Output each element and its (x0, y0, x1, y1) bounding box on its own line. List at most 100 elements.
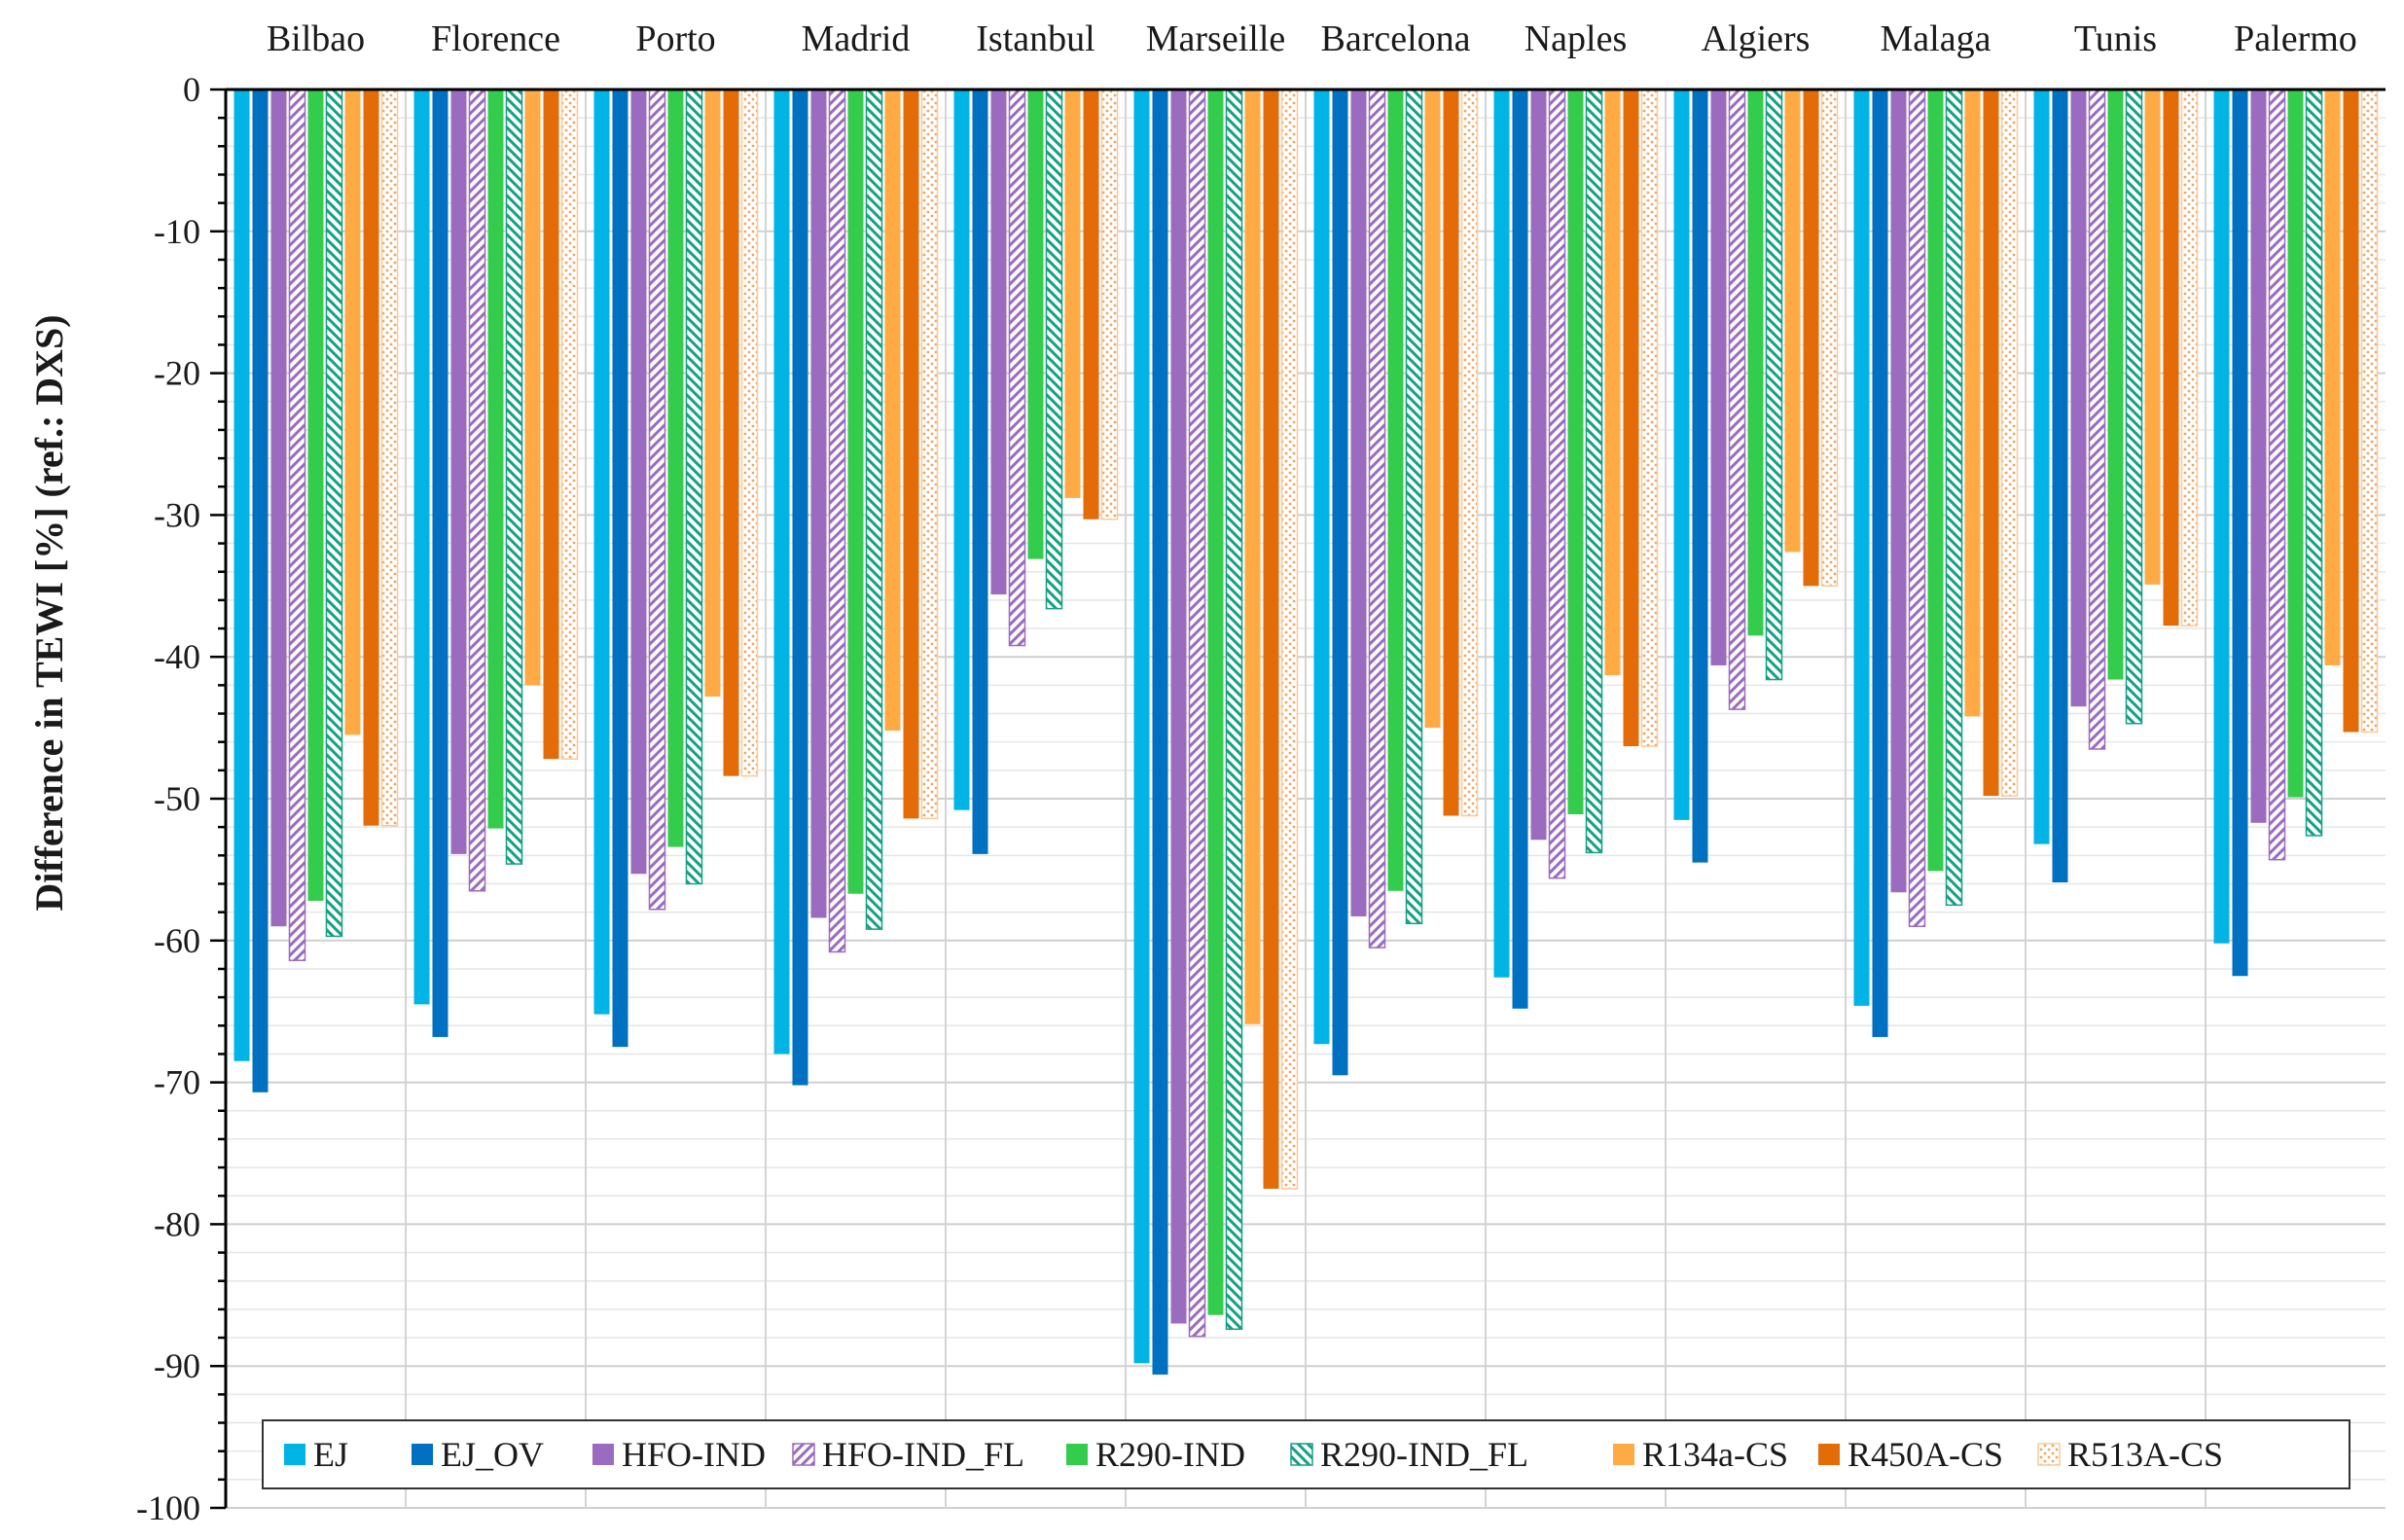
legend-swatch (592, 1444, 614, 1465)
legend-label: EJ_OV (441, 1435, 544, 1474)
bar-ej-ov-bilbao (252, 90, 269, 1092)
bar-r513a-cs-tunis (2180, 89, 2199, 627)
bar-r513a-cs-marseille (1280, 89, 1299, 1190)
bar-r450a-cs-florence (543, 90, 559, 760)
category-label: Marseille (1146, 18, 1286, 59)
y-tick-label: -90 (154, 1346, 200, 1385)
bar-r513a-cs-istanbul (1100, 89, 1119, 520)
bar-hfo-ind-tunis (2070, 90, 2087, 707)
category-label: Madrid (802, 18, 911, 59)
bar-ej-ov-tunis (2052, 90, 2068, 883)
y-tick-label: -10 (154, 212, 200, 251)
bar-r290-ind-palermo (2287, 90, 2304, 798)
bar-ej-ov-florence (432, 90, 449, 1037)
bar-r450a-cs-marseille (1263, 90, 1279, 1189)
bar-hfo-ind-fl-naples (1548, 89, 1566, 879)
bar-r290-ind-fl-naples (1585, 89, 1603, 854)
bar-ej-florence (413, 90, 430, 1005)
bar-r134a-cs-malaga (1964, 90, 1981, 717)
bar-r290-ind-fl-algiers (1765, 89, 1783, 681)
bar-r290-ind-madrid (847, 90, 864, 894)
bar-ej-ov-marseille (1152, 90, 1168, 1375)
bar-hfo-ind-istanbul (990, 90, 1007, 595)
bar-r134a-cs-marseille (1244, 90, 1261, 1024)
bar-hfo-ind-fl-algiers (1728, 89, 1746, 710)
legend-label: R513A-CS (2067, 1435, 2223, 1474)
y-tick-label: -30 (154, 495, 200, 534)
category-label: Tunis (2074, 18, 2157, 59)
bar-r450a-cs-malaga (1983, 90, 1999, 797)
legend-label: R290-IND (1095, 1435, 1245, 1474)
bar-ej-marseille (1133, 90, 1150, 1364)
category-label: Bilbao (267, 18, 365, 59)
bar-hfo-ind-fl-istanbul (1008, 89, 1026, 647)
legend-label: HFO-IND_FL (822, 1435, 1024, 1474)
legend-swatch (284, 1444, 305, 1465)
bar-ej-barcelona (1313, 90, 1330, 1045)
bar-r290-ind-florence (487, 90, 504, 829)
legend-swatch (792, 1443, 815, 1466)
bar-r513a-cs-palermo (2360, 89, 2379, 734)
bar-r513a-cs-barcelona (1460, 89, 1479, 817)
legend-swatch (1066, 1444, 1088, 1465)
bar-r134a-cs-algiers (1784, 90, 1801, 553)
bar-ej-porto (593, 90, 610, 1015)
bar-r513a-cs-algiers (1820, 89, 1839, 588)
axes (210, 88, 2386, 1510)
bar-r290-ind-barcelona (1387, 90, 1404, 891)
bar-ej-bilbao (233, 90, 250, 1061)
bar-hfo-ind-fl-bilbao (288, 89, 306, 961)
y-tick-label: -50 (154, 779, 200, 818)
bar-r450a-cs-naples (1623, 90, 1639, 747)
legend-swatch (1290, 1443, 1313, 1466)
bar-ej-ov-algiers (1692, 90, 1708, 863)
category-label: Algiers (1702, 18, 1811, 59)
bar-ej-algiers (1673, 90, 1690, 820)
category-label: Porto (635, 18, 715, 59)
bar-r513a-cs-florence (560, 89, 579, 760)
bar-r450a-cs-madrid (903, 90, 919, 819)
bar-hfo-ind-florence (450, 90, 467, 854)
bar-r450a-cs-barcelona (1443, 90, 1459, 816)
y-tick-label: -100 (136, 1488, 200, 1527)
category-label: Istanbul (976, 18, 1094, 59)
category-label: Malaga (1881, 18, 1991, 59)
bar-hfo-ind-barcelona (1350, 90, 1367, 917)
y-tick-label: -80 (154, 1204, 200, 1243)
bar-r134a-cs-porto (704, 90, 721, 698)
y-tick-label: -70 (154, 1063, 200, 1102)
bar-r290-ind-fl-tunis (2125, 89, 2143, 725)
bar-r450a-cs-palermo (2343, 90, 2359, 733)
bar-r290-ind-fl-malaga (1945, 89, 1963, 907)
legend-swatch (412, 1444, 433, 1465)
bar-r290-ind-algiers (1747, 90, 1764, 636)
bar-r513a-cs-porto (740, 89, 759, 777)
bar-hfo-ind-fl-madrid (828, 89, 846, 953)
legend-swatch (2037, 1443, 2061, 1466)
bar-hfo-ind-palermo (2250, 90, 2267, 823)
category-separators (405, 90, 2207, 1508)
bar-r513a-cs-naples (1640, 89, 1659, 747)
y-tick-label: 0 (183, 70, 200, 109)
category-label: Naples (1525, 18, 1628, 59)
bar-r290-ind-bilbao (307, 90, 324, 901)
bar-hfo-ind-fl-marseille (1188, 89, 1206, 1338)
bar-r134a-cs-palermo (2324, 90, 2341, 665)
legend-label: R450A-CS (1848, 1435, 2003, 1474)
bar-r290-ind-fl-barcelona (1405, 89, 1423, 925)
bar-r290-ind-fl-madrid (865, 89, 883, 930)
bar-r134a-cs-madrid (884, 90, 901, 732)
bar-hfo-ind-malaga (1890, 90, 1907, 893)
bar-r290-ind-naples (1567, 90, 1584, 815)
bar-ej-malaga (1853, 90, 1870, 1006)
legend-label: HFO-IND (622, 1435, 766, 1474)
bar-r134a-cs-florence (524, 90, 541, 686)
bar-r290-ind-tunis (2107, 90, 2124, 680)
bar-r290-ind-porto (667, 90, 684, 847)
bar-r290-ind-fl-bilbao (325, 89, 343, 938)
bar-ej-ov-naples (1512, 90, 1528, 1009)
bars (233, 89, 2379, 1375)
legend-swatch (1613, 1444, 1634, 1465)
bar-r290-ind-istanbul (1027, 90, 1044, 559)
bar-r134a-cs-istanbul (1064, 90, 1081, 498)
